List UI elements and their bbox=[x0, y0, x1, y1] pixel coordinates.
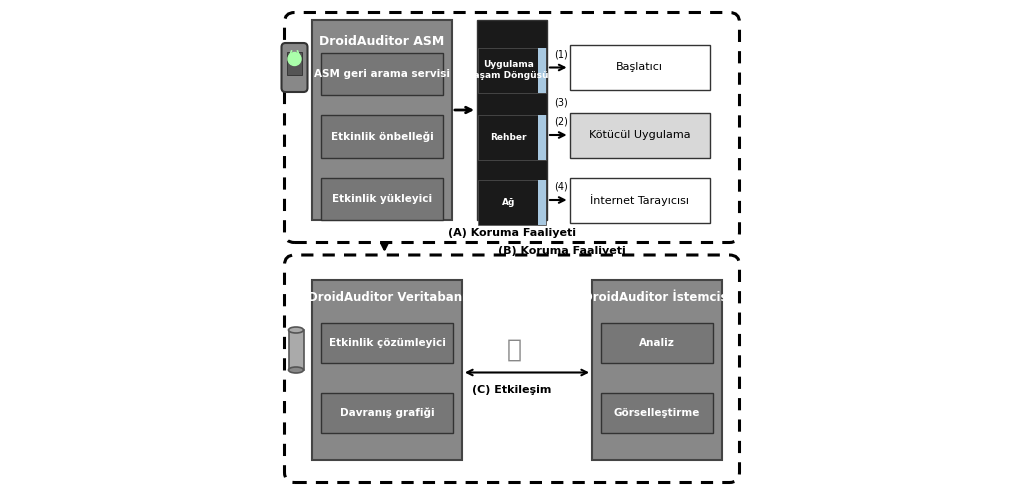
Bar bbox=[592, 280, 722, 460]
Text: Davranış grafiği: Davranış grafiği bbox=[340, 407, 434, 418]
Text: İnternet Tarayıcısı: İnternet Tarayıcısı bbox=[590, 194, 689, 206]
Text: 🖥: 🖥 bbox=[507, 338, 522, 362]
Text: Etkinlik önbelleği: Etkinlik önbelleği bbox=[331, 131, 433, 142]
Bar bbox=[477, 20, 547, 220]
Bar bbox=[538, 180, 546, 225]
Text: DroidAuditor ASM: DroidAuditor ASM bbox=[319, 35, 444, 48]
Text: (B) Koruma Faaliyeti: (B) Koruma Faaliyeti bbox=[498, 246, 626, 256]
Ellipse shape bbox=[289, 327, 303, 333]
Text: Uygulama
Yaşam Döngüsü: Uygulama Yaşam Döngüsü bbox=[468, 60, 549, 80]
Bar bbox=[569, 45, 710, 90]
Text: (A) Koruma Faaliyeti: (A) Koruma Faaliyeti bbox=[449, 228, 575, 237]
Text: Görselleştirme: Görselleştirme bbox=[613, 408, 700, 418]
Text: Rehber: Rehber bbox=[490, 133, 526, 142]
Text: (3): (3) bbox=[555, 98, 568, 108]
Bar bbox=[601, 392, 713, 432]
Text: Etkinlik çözümleyici: Etkinlik çözümleyici bbox=[329, 338, 445, 347]
Text: (4): (4) bbox=[555, 182, 568, 192]
Bar bbox=[569, 112, 710, 158]
Bar bbox=[569, 178, 710, 222]
Bar bbox=[321, 392, 453, 432]
Text: (2): (2) bbox=[555, 116, 568, 126]
Bar bbox=[321, 115, 443, 158]
Bar bbox=[601, 322, 713, 362]
FancyBboxPatch shape bbox=[282, 43, 307, 92]
Text: ASM geri arama servisi: ASM geri arama servisi bbox=[314, 69, 450, 79]
Text: Kötücül Uygulama: Kötücül Uygulama bbox=[589, 130, 690, 140]
Bar bbox=[321, 322, 453, 362]
Text: Başlatıcı: Başlatıcı bbox=[616, 62, 663, 72]
Bar bbox=[538, 48, 546, 92]
Circle shape bbox=[288, 52, 301, 66]
Bar bbox=[312, 20, 452, 220]
Bar bbox=[478, 48, 546, 92]
Bar bbox=[312, 280, 462, 460]
Bar bbox=[321, 52, 443, 95]
Bar bbox=[321, 178, 443, 220]
Bar bbox=[478, 115, 546, 160]
Text: Etkinlik yükleyici: Etkinlik yükleyici bbox=[332, 194, 432, 204]
Bar bbox=[289, 330, 303, 370]
Text: (1): (1) bbox=[555, 49, 568, 59]
Text: DroidAuditor Veritabanı: DroidAuditor Veritabanı bbox=[308, 291, 466, 304]
Text: (C) Etkileşim: (C) Etkileşim bbox=[472, 385, 552, 395]
Bar bbox=[538, 115, 546, 160]
Text: Analiz: Analiz bbox=[639, 338, 675, 347]
Text: Ağ: Ağ bbox=[502, 198, 515, 207]
Text: DroidAuditor İstemcisi: DroidAuditor İstemcisi bbox=[583, 291, 731, 304]
Ellipse shape bbox=[289, 367, 303, 373]
Bar bbox=[287, 52, 302, 75]
Bar bbox=[478, 180, 546, 225]
